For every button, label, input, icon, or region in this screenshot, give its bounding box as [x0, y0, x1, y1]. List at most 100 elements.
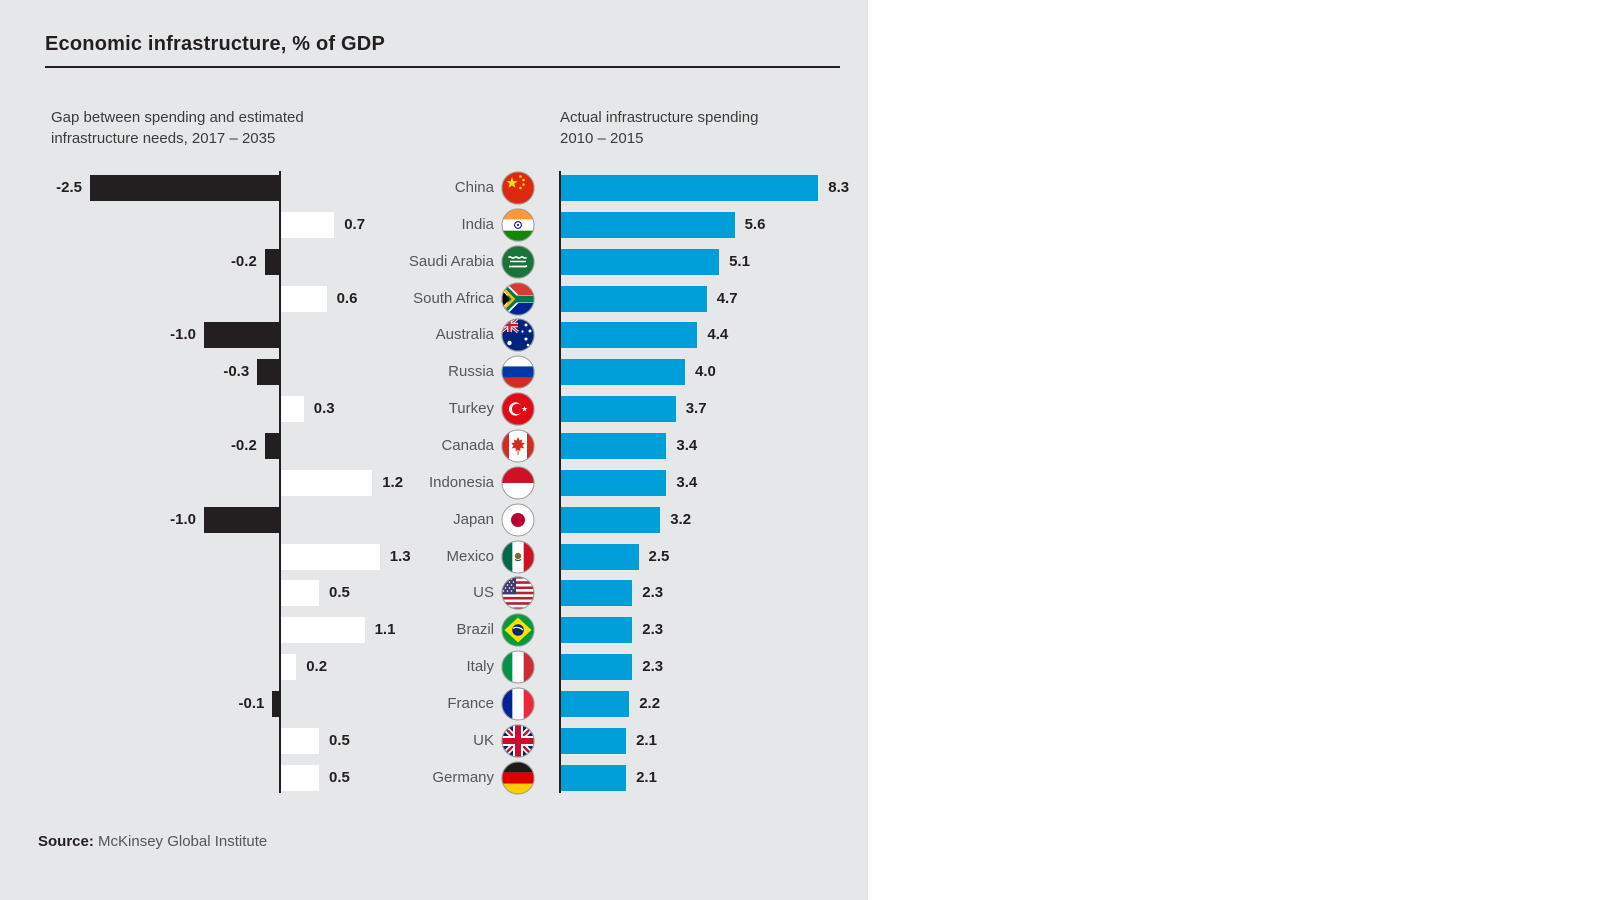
- left-column-header-line1: Gap between spending and estimated: [51, 109, 304, 126]
- right-column-header-line2: 2010 – 2015: [560, 130, 644, 147]
- spending-value-label: 4.4: [707, 326, 729, 344]
- flag-south-africa-icon: [501, 282, 535, 316]
- spending-bar: [561, 690, 630, 717]
- gap-bar-positive: [281, 617, 365, 644]
- spending-bar: [561, 396, 676, 423]
- spending-bar: [561, 248, 720, 275]
- country-label: US: [473, 584, 494, 602]
- gap-bar-positive: [281, 211, 335, 238]
- flag-india-icon: [501, 208, 535, 242]
- spending-bar: [561, 322, 698, 349]
- spending-value-label: 4.0: [695, 363, 716, 381]
- country-label: China: [454, 179, 494, 196]
- gap-bar-positive: [281, 764, 319, 791]
- country-label: Italy: [466, 658, 494, 676]
- flag-china-icon: [501, 171, 535, 205]
- spending-value-label: 5.1: [729, 252, 750, 270]
- gap-bar-negative: [257, 359, 280, 386]
- gap-value-label: 0.2: [306, 658, 328, 676]
- gap-value-label: -1.0: [170, 326, 196, 344]
- country-label: UK: [473, 731, 494, 749]
- spending-axis-line: [559, 171, 561, 793]
- gap-value-label: -0.3: [223, 363, 250, 381]
- gap-value-label: 0.6: [336, 289, 358, 307]
- country-label: Mexico: [446, 547, 494, 565]
- country-label: Saudi Arabia: [408, 252, 494, 270]
- gap-bar-positive: [281, 469, 373, 496]
- flag-brazil-icon: [501, 613, 535, 647]
- gap-bar-positive: [281, 654, 297, 681]
- flag-us-icon: [501, 576, 535, 610]
- country-label: Japan: [453, 510, 494, 528]
- spending-value-label: 3.2: [670, 510, 692, 528]
- spending-value-label: 2.2: [639, 694, 661, 712]
- flag-canada-icon: [501, 429, 535, 463]
- spending-value-label: 4.7: [716, 289, 738, 307]
- gap-bar-positive: [281, 285, 327, 312]
- spending-bar: [561, 727, 627, 754]
- source-line: Source: McKinsey Global Institute: [38, 833, 267, 850]
- gap-bar-positive: [281, 396, 304, 423]
- spending-value-label: 8.3: [828, 179, 850, 196]
- gap-axis-zero-line: [279, 171, 281, 793]
- flag-france-icon: [501, 687, 535, 721]
- gap-bar-negative: [204, 506, 280, 533]
- gap-value-label: 0.5: [329, 584, 350, 602]
- gray-background-panel: [0, 0, 868, 900]
- source-text: McKinsey Global Institute: [93, 833, 268, 850]
- spending-value-label: 2.3: [642, 621, 664, 639]
- flag-mexico-icon: [501, 540, 535, 574]
- spending-value-label: 3.4: [676, 473, 698, 491]
- source-label: Source:: [38, 833, 94, 850]
- gap-bar-positive: [281, 543, 380, 570]
- left-column-header: Gap between spending and estimated infra…: [51, 107, 304, 149]
- country-label: Canada: [441, 436, 494, 454]
- right-column-header-line1: Actual infrastructure spending: [560, 109, 759, 126]
- gap-bar-negative: [264, 248, 280, 275]
- gap-value-label: -0.2: [230, 252, 257, 270]
- gap-bar-negative: [90, 175, 280, 201]
- spending-bar: [561, 506, 661, 533]
- gap-value-label: 0.3: [313, 400, 335, 418]
- gap-bar-positive: [281, 580, 319, 607]
- gap-value-label: 1.1: [374, 621, 396, 639]
- country-label: Indonesia: [428, 473, 494, 491]
- flag-japan-icon: [501, 503, 535, 537]
- spending-bar: [561, 359, 685, 386]
- page-title: Economic infrastructure, % of GDP: [45, 33, 385, 55]
- spending-value-label: 2.5: [648, 547, 670, 565]
- spending-value-label: 2.3: [642, 584, 664, 602]
- gap-bar-positive: [281, 727, 319, 754]
- spending-value-label: 2.3: [642, 658, 664, 676]
- gap-value-label: -0.2: [230, 436, 257, 454]
- flag-indonesia-icon: [501, 466, 535, 500]
- spending-value-label: 2.1: [636, 768, 657, 786]
- spending-bar: [561, 580, 633, 607]
- right-column-header: Actual infrastructure spending 2010 – 20…: [560, 107, 758, 149]
- title-divider: [45, 66, 840, 68]
- country-label: Germany: [432, 768, 494, 786]
- spending-bar: [561, 654, 633, 681]
- spending-bar: [561, 211, 735, 238]
- gap-value-label: 0.5: [329, 768, 350, 786]
- spending-bar: [561, 764, 627, 791]
- gap-bar-negative: [264, 432, 280, 459]
- flag-turkey-icon: [501, 392, 535, 426]
- spending-value-label: 5.6: [744, 215, 766, 233]
- flag-saudi-arabia-icon: [501, 245, 535, 279]
- country-label: South Africa: [413, 289, 494, 307]
- flag-russia-icon: [501, 355, 535, 389]
- country-label: Turkey: [448, 400, 494, 418]
- gap-value-label: 1.3: [389, 547, 411, 565]
- country-label: Australia: [435, 326, 494, 344]
- flag-italy-icon: [501, 650, 535, 684]
- spending-bar: [561, 543, 639, 570]
- country-label: Russia: [448, 363, 494, 381]
- flag-australia-icon: [501, 318, 535, 352]
- spending-bar: [561, 617, 633, 644]
- gap-value-label: -0.1: [238, 694, 265, 712]
- gap-value-label: 0.7: [344, 215, 366, 233]
- spending-bar: [561, 469, 667, 496]
- spending-bar: [561, 432, 667, 459]
- spending-value-label: 3.4: [676, 436, 698, 454]
